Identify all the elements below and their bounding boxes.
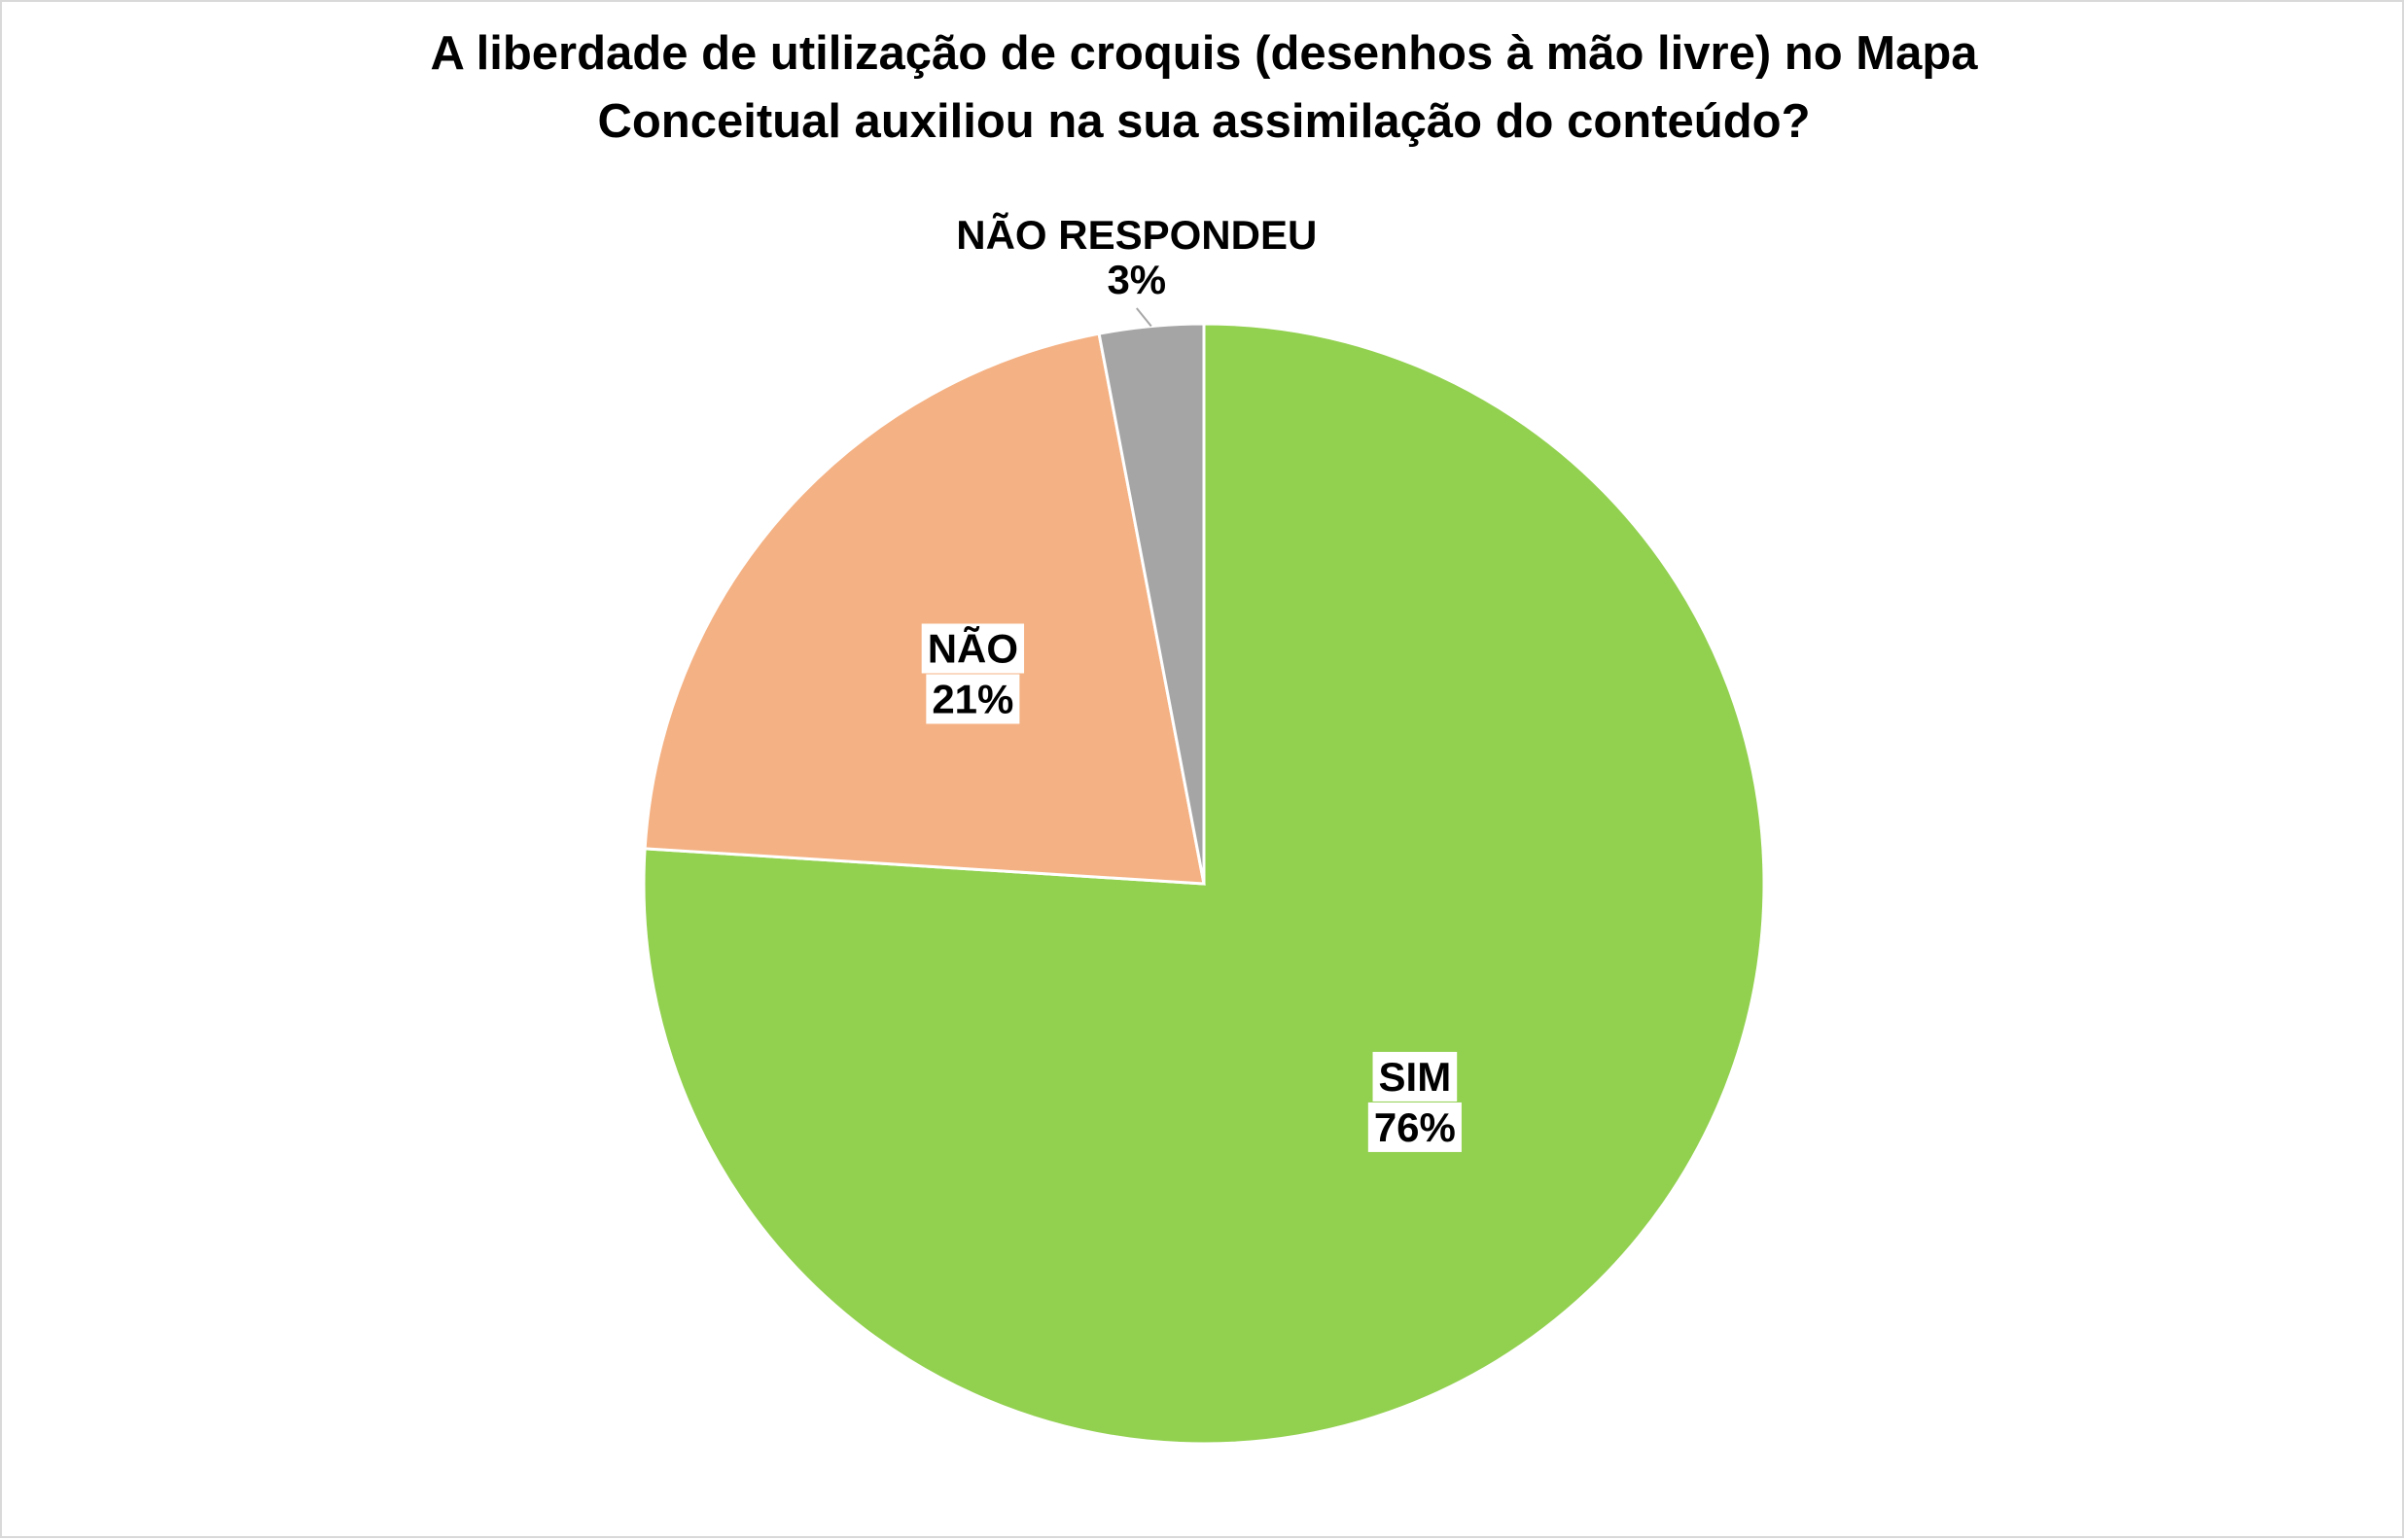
data-label-category-sim: SIM	[1379, 1054, 1452, 1100]
data-label-value-nao: 21%	[932, 676, 1013, 721]
chart-title-line-1: A liberdade de utilização de croquis (de…	[430, 27, 1978, 80]
pie-slice-nao	[643, 332, 1206, 886]
pie-slice-nao-respondeu	[1097, 322, 1206, 885]
data-label-nao: NÃO 21%	[921, 623, 1025, 724]
pie-slice-sim	[642, 322, 1766, 1446]
data-label-value-nao-respondeu: 3%	[1107, 257, 1166, 302]
chart-title-line-2: Conceitual auxiliou na sua assimilação d…	[597, 95, 1811, 148]
data-label-category-nao-respondeu: NÃO RESPONDEU	[956, 212, 1317, 258]
leader-line-nao-respondeu	[1136, 307, 1152, 328]
data-label-background	[926, 674, 1020, 724]
data-label-value-sim: 76%	[1374, 1104, 1456, 1150]
data-label-background	[1367, 1102, 1462, 1152]
data-label-background	[921, 623, 1025, 674]
data-label-background	[1372, 1051, 1458, 1102]
chart-title: A liberdade de utilização de croquis (de…	[231, 19, 2176, 156]
data-label-category-nao: NÃO	[928, 625, 1018, 671]
